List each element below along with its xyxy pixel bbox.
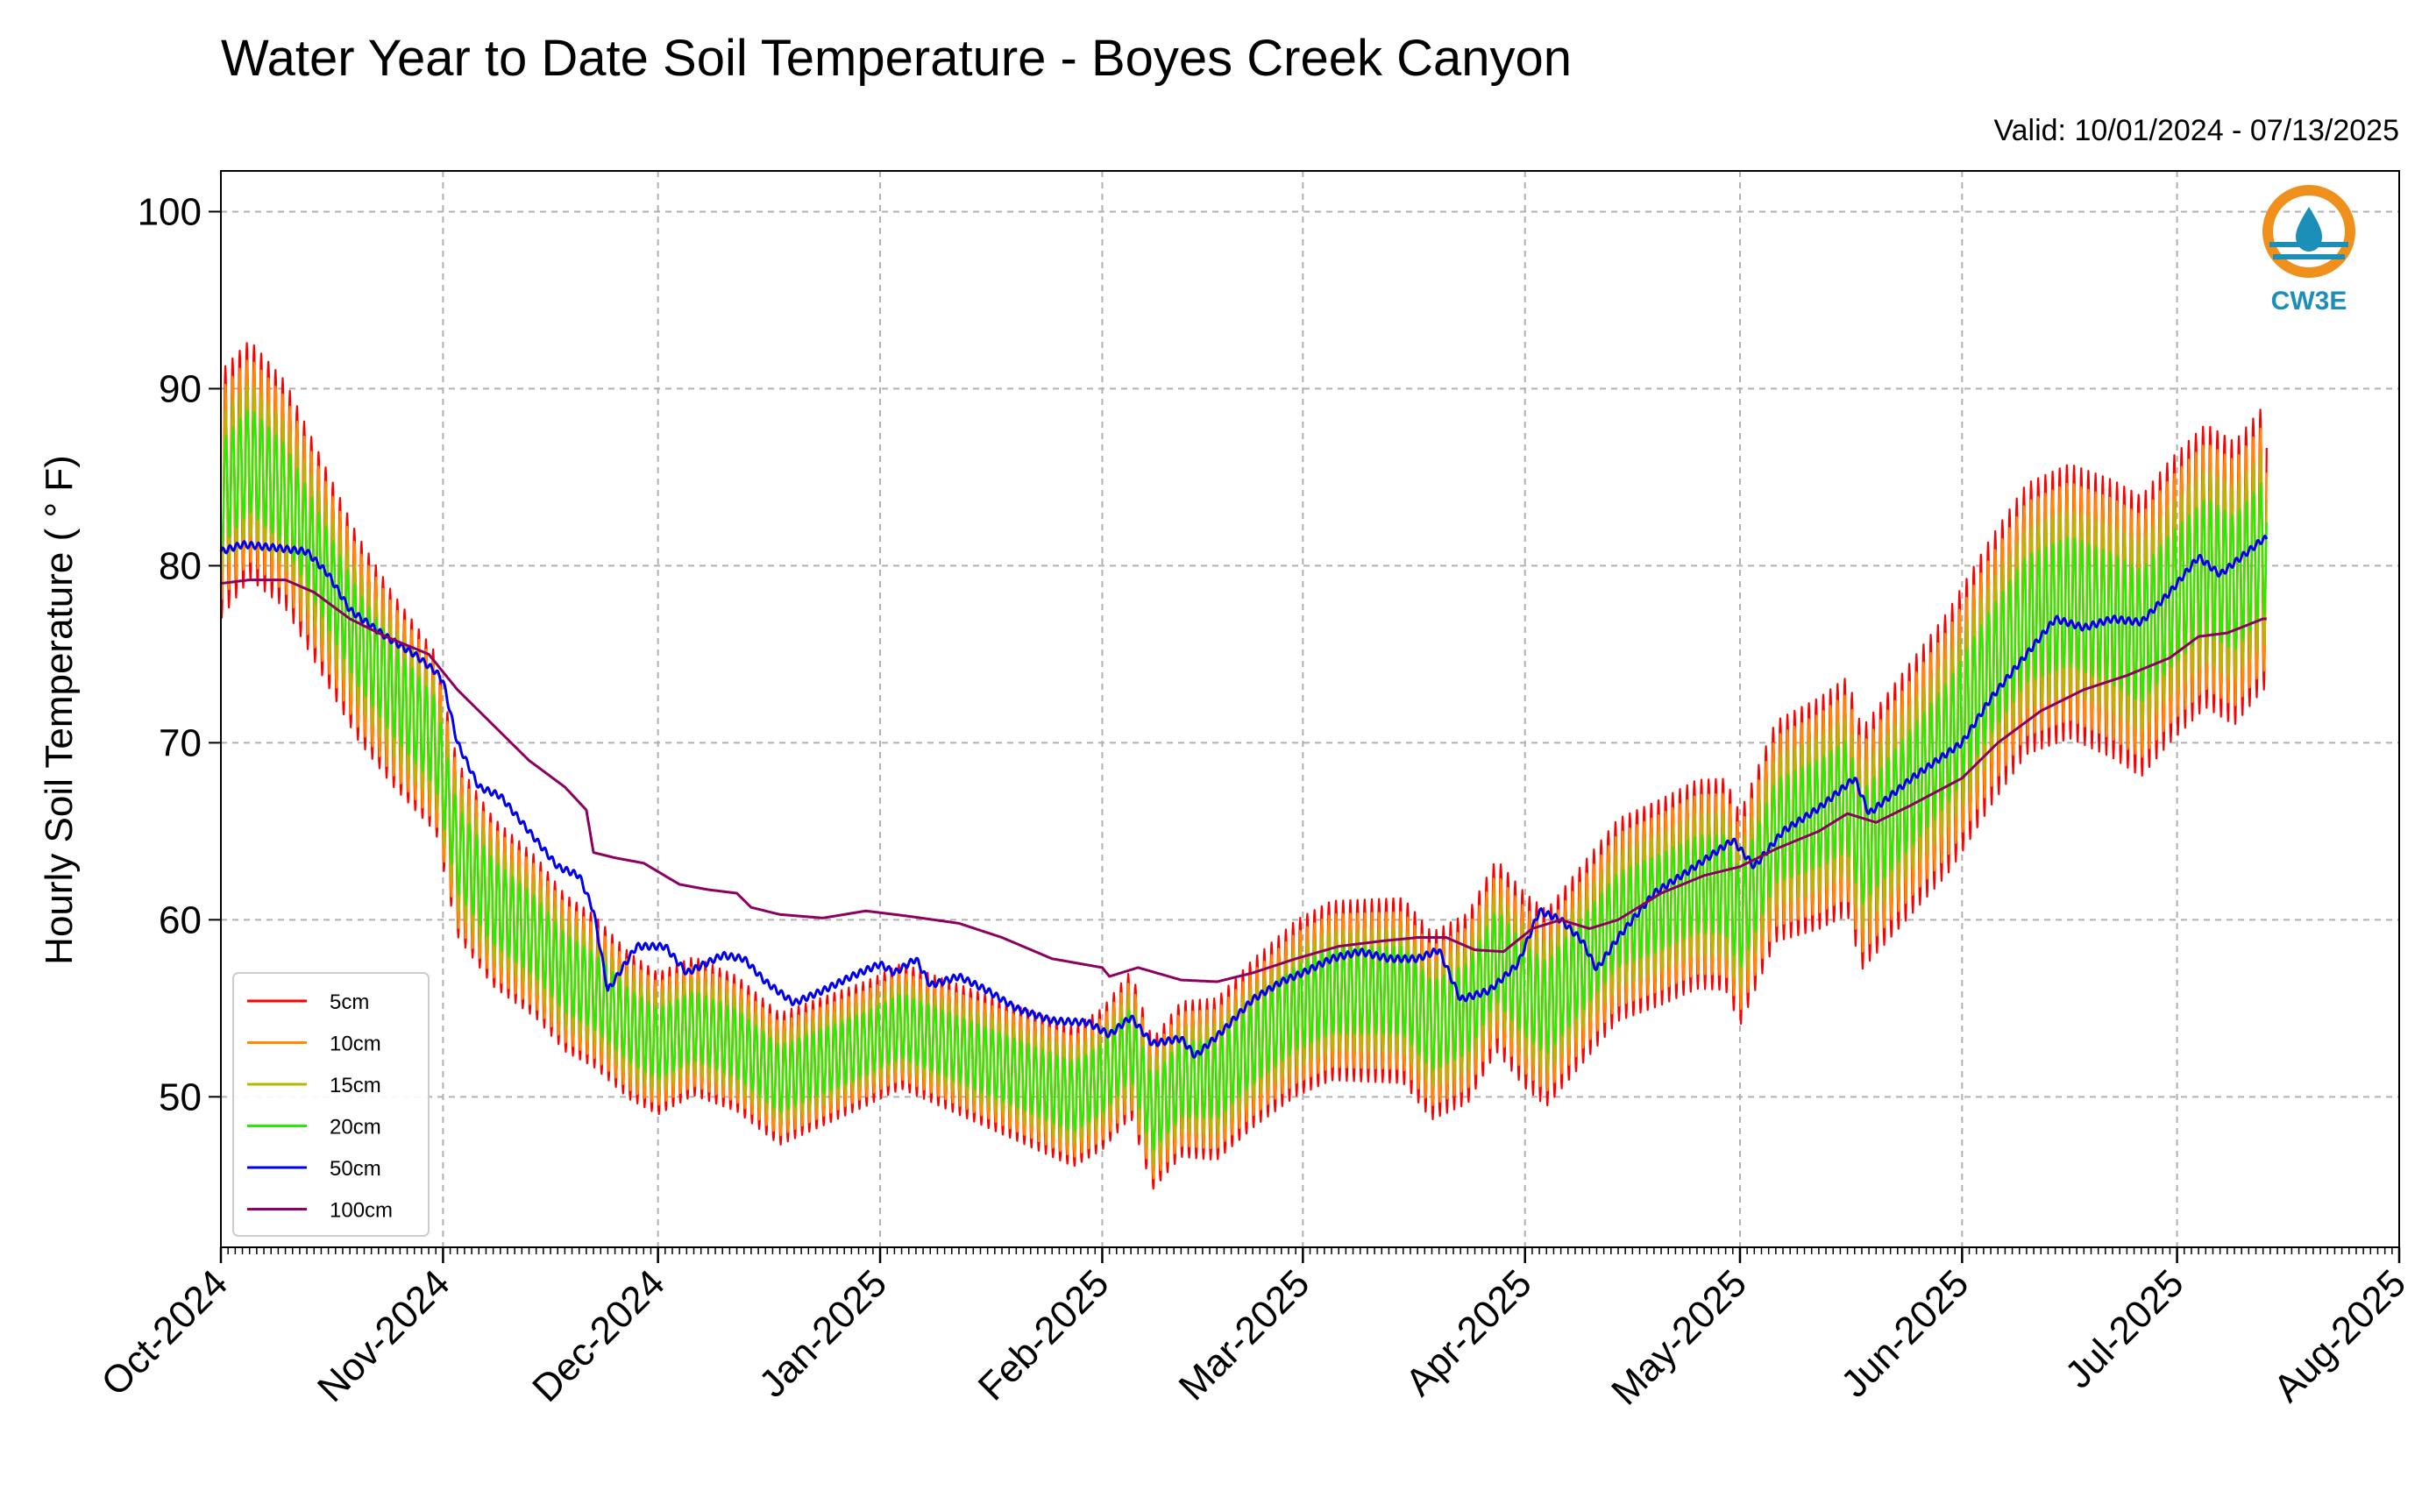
legend-label-100cm: 100cm [330,1199,393,1223]
x-tick-label: Nov-2024 [309,1261,458,1410]
series-group [219,342,2269,1190]
legend-label-50cm: 50cm [330,1157,381,1181]
y-tick-label: 100 [138,190,202,233]
x-tick-label: Apr-2025 [1397,1261,1540,1404]
x-tick-label: Mar-2025 [1171,1261,1318,1409]
y-axis-label: Hourly Soil Temperature ( ° F) [38,455,81,965]
x-ticks: Oct-2024 Nov-2024 Dec-2024 Jan-2025 Feb-2025… [93,1247,2414,1413]
x-tick-label: Oct-2024 [93,1261,236,1404]
y-tick-label: 90 [159,367,202,410]
legend-label-10cm: 10cm [330,1033,381,1056]
valid-range: Valid: 10/01/2024 - 07/13/2025 [1993,114,2399,147]
legend-box [232,972,430,1237]
series-line-20cm [219,408,2268,1152]
legend-label-5cm: 5cm [330,990,369,1014]
y-tick-label: 70 [159,721,202,764]
logo-wave-1 [2269,242,2348,247]
chart-title: Water Year to Date Soil Temperature - Bo… [221,30,1572,87]
x-tick-label: Jun-2025 [1833,1261,1977,1405]
x-tick-label: Jul-2025 [2057,1261,2192,1396]
series-line-5cm [219,342,2268,1190]
y-tick-label: 80 [159,544,202,587]
legend-label-15cm: 15cm [330,1074,381,1097]
legend-label-20cm: 20cm [330,1116,381,1139]
cw3e-logo: CW3E [2262,185,2355,316]
logo-ring [2262,185,2355,278]
x-tick-label: Dec-2024 [524,1261,673,1410]
series-line-100cm [220,579,2268,983]
logo-water-icon [2296,207,2322,252]
logo-wave-2 [2273,254,2345,259]
series-line-50cm [219,535,2269,1059]
x-tick-label: Aug-2025 [2265,1261,2414,1410]
y-tick-label: 60 [159,898,202,941]
x-tick-label: Jan-2025 [751,1261,895,1405]
x-tick-label: May-2025 [1603,1261,1755,1413]
x-tick-label: Feb-2025 [970,1261,1118,1409]
y-tick-label: 50 [159,1075,202,1118]
legend: 5cm 10cm 15cm 20cm 50cm 100cm [232,972,430,1237]
y-ticks: 50 60 70 80 90 100 [138,190,221,1118]
logo-text: CW3E [2271,287,2347,316]
